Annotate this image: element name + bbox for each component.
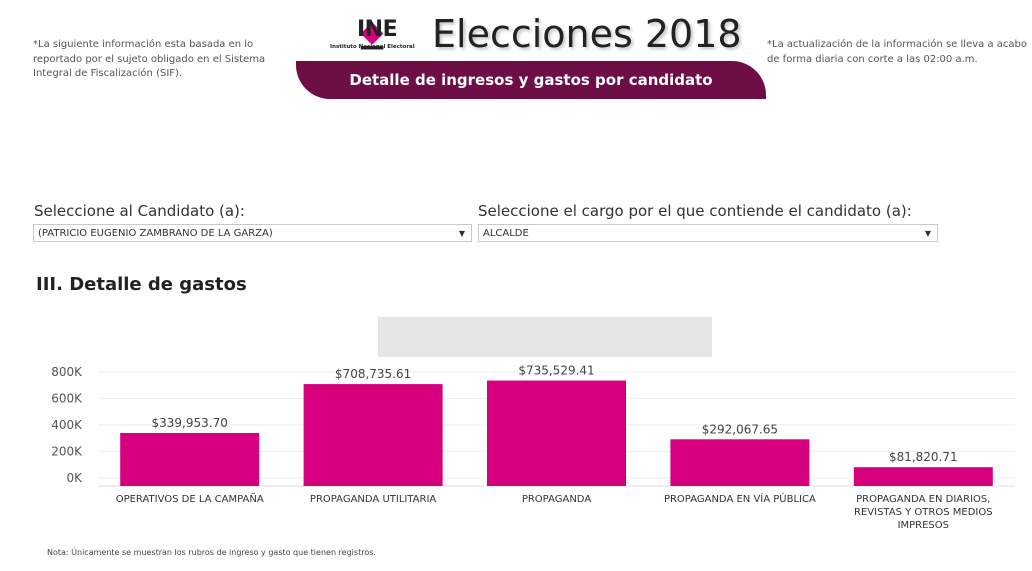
x-category-label: PROPAGANDA EN VÍA PÚBLICA (664, 492, 816, 505)
bar (853, 467, 993, 486)
section-title: III. Detalle de gastos (36, 274, 247, 295)
y-tick-label: 400K (51, 418, 83, 432)
chevron-down-icon[interactable]: ▼ (458, 229, 465, 238)
x-category-label: PROPAGANDA EN DIARIOS, (856, 494, 990, 505)
page-banner: Detalle de ingresos y gastos por candida… (296, 61, 766, 99)
y-tick-label: 800K (51, 365, 83, 379)
position-select-value: ALCALDE (483, 228, 529, 239)
candidate-label: Seleccione al Candidato (a): (34, 202, 245, 220)
y-tick-label: 0K (66, 471, 83, 485)
data-label: $339,953.70 (152, 416, 228, 430)
candidate-select[interactable]: (PATRICIO EUGENIO ZAMBRANO DE LA GARZA) … (33, 224, 472, 242)
info-note-left: *La siguiente información esta basada en… (33, 39, 266, 79)
chevron-down-icon[interactable]: ▼ (924, 229, 931, 238)
x-category-label: IMPRESOS (898, 520, 949, 531)
footnote: Nota: Únicamente se muestran los rubros … (47, 548, 376, 557)
x-category-label: REVISTAS Y OTROS MEDIOS (854, 507, 993, 518)
page-title: Elecciones 2018 (432, 12, 742, 56)
position-label: Seleccione el cargo por el que contiende… (478, 202, 912, 220)
y-tick-label: 200K (51, 445, 83, 459)
ine-logo-subtext: Instituto Nacional Electoral (330, 44, 415, 50)
bar (487, 380, 626, 486)
x-category-label: OPERATIVOS DE LA CAMPAÑA (116, 492, 264, 505)
y-tick-label: 600K (51, 392, 83, 406)
bar (670, 439, 810, 486)
candidate-select-value: (PATRICIO EUGENIO ZAMBRANO DE LA GARZA) (38, 228, 273, 239)
bar (120, 432, 260, 486)
x-category-label: PROPAGANDA (522, 494, 592, 505)
banner-text: Detalle de ingresos y gastos por candida… (349, 71, 713, 89)
data-label: $735,529.41 (518, 364, 594, 378)
data-label: $292,067.65 (702, 422, 778, 436)
bar (303, 384, 443, 486)
info-note-right: *La actualización de la información se l… (767, 39, 1027, 65)
ine-logo-icon (360, 22, 384, 50)
chart-title-placeholder (378, 317, 712, 357)
position-select[interactable]: ALCALDE ▼ (478, 224, 938, 242)
data-label: $708,735.61 (335, 367, 411, 381)
x-category-label: PROPAGANDA UTILITARIA (310, 494, 436, 505)
data-label: $81,820.71 (889, 450, 958, 464)
ine-logo-text: INE (357, 17, 398, 42)
